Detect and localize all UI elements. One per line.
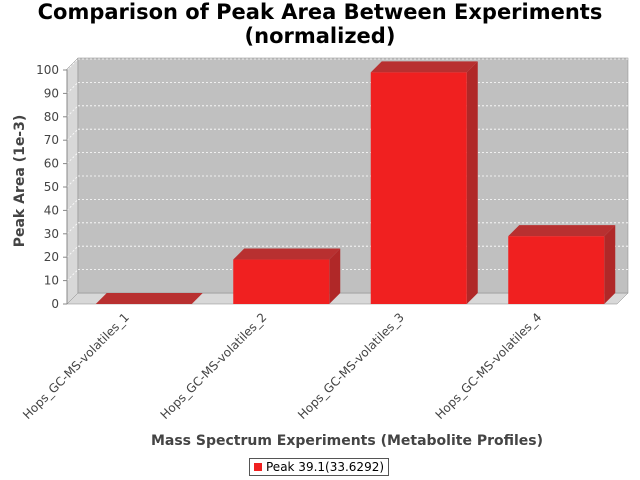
gridline-side (66, 199, 79, 211)
chart-title-line-2: (normalized) (244, 24, 396, 48)
bar-top (233, 248, 341, 260)
y-tick-label: 50 (44, 180, 59, 194)
bar-side (329, 248, 341, 304)
y-tick-label: 40 (44, 203, 59, 217)
gridline-side (66, 128, 79, 141)
bar-top (95, 293, 203, 304)
chart-title-line-1: Comparison of Peak Area Between Experime… (37, 0, 603, 24)
y-tick-label: 0 (51, 297, 59, 311)
gridline-side (66, 222, 79, 235)
bar-side (466, 61, 478, 305)
y-tick-label: 100 (36, 63, 59, 77)
legend: Peak 39.1(33.6292) (249, 458, 390, 476)
y-tick-label: 70 (44, 133, 59, 147)
x-tick-label: Hops_GC-MS-volatiles_3 (295, 310, 407, 422)
gridline-side (66, 245, 79, 258)
bar-top (370, 61, 478, 73)
x-tick-label: Hops_GC-MS-volatiles_2 (158, 310, 270, 422)
x-tick-label: Hops_GC-MS-volatiles_1 (20, 310, 132, 422)
y-tick-label: 10 (44, 274, 59, 288)
gridline-side (66, 175, 79, 188)
bar-side (604, 225, 616, 304)
y-tick-label: 20 (44, 250, 59, 264)
bar-top (508, 225, 616, 237)
gridline-side (66, 152, 79, 164)
gridline-side (66, 58, 79, 71)
gridline-side (66, 269, 79, 281)
legend-label: Peak 39.1(33.6292) (266, 460, 385, 474)
y-tick-label: 30 (44, 227, 59, 241)
bar (508, 236, 605, 304)
chart-title: Comparison of Peak Area Between Experime… (0, 0, 640, 48)
legend-swatch (254, 463, 262, 471)
y-tick-label: 90 (44, 86, 59, 100)
gridline-side (66, 82, 79, 94)
bar (370, 72, 467, 304)
x-axis-title: Mass Spectrum Experiments (Metabolite Pr… (151, 433, 543, 449)
y-tick-label: 60 (44, 157, 59, 171)
gridline-side (66, 105, 79, 118)
y-tick-label: 80 (44, 110, 59, 124)
bar (233, 259, 330, 304)
x-tick-label: Hops_GC-MS-volatiles_4 (433, 310, 545, 422)
y-axis-title: Peak Area (1e-3) (12, 115, 28, 248)
